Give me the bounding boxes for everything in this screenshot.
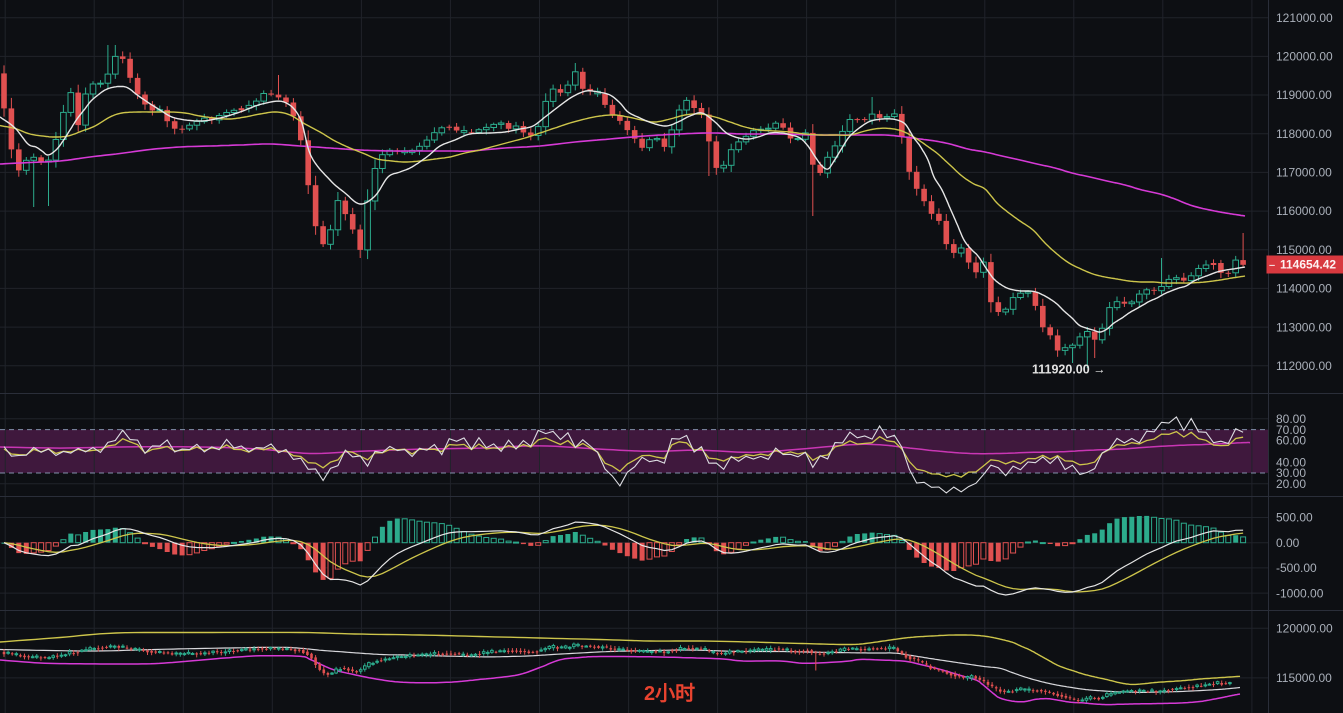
svg-text:113000.00: 113000.00 <box>1276 320 1332 334</box>
svg-text:111920.00 →: 111920.00 → <box>1032 363 1106 377</box>
svg-text:30.00: 30.00 <box>1276 466 1306 480</box>
svg-text:114000.00: 114000.00 <box>1276 282 1332 296</box>
svg-text:60.00: 60.00 <box>1276 434 1306 448</box>
svg-text:–: – <box>1269 260 1275 272</box>
svg-text:80.00: 80.00 <box>1276 412 1306 426</box>
svg-text:120000.00: 120000.00 <box>1276 50 1333 64</box>
svg-text:0.00: 0.00 <box>1276 536 1300 550</box>
svg-text:119000.00: 119000.00 <box>1276 88 1332 102</box>
svg-text:121000.00: 121000.00 <box>1276 11 1333 25</box>
svg-text:2小时: 2小时 <box>644 682 695 705</box>
svg-text:112000.00: 112000.00 <box>1276 359 1332 373</box>
svg-text:40.00: 40.00 <box>1276 455 1306 469</box>
svg-text:20.00: 20.00 <box>1276 477 1306 491</box>
svg-text:500.00: 500.00 <box>1276 511 1313 525</box>
svg-text:116000.00: 116000.00 <box>1276 204 1332 218</box>
svg-text:117000.00: 117000.00 <box>1276 166 1332 180</box>
svg-text:115000.00: 115000.00 <box>1276 671 1332 685</box>
svg-text:115000.00: 115000.00 <box>1276 243 1332 257</box>
svg-text:118000.00: 118000.00 <box>1276 127 1332 141</box>
svg-text:-1000.00: -1000.00 <box>1276 586 1324 600</box>
svg-text:114654.42: 114654.42 <box>1280 258 1336 272</box>
svg-text:70.00: 70.00 <box>1276 423 1306 437</box>
svg-text:-500.00: -500.00 <box>1276 561 1317 575</box>
svg-text:120000.00: 120000.00 <box>1276 622 1333 636</box>
